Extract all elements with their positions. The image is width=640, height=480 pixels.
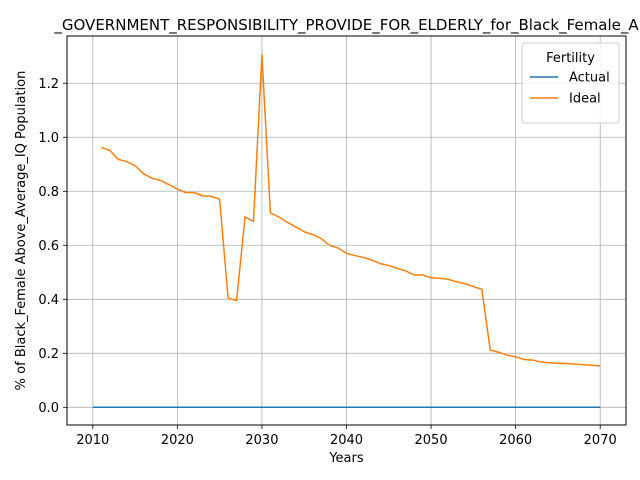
y-tick-label: 0.4 — [38, 293, 59, 308]
legend-box — [521, 42, 620, 124]
x-tick-label: 2070 — [584, 433, 617, 448]
legend-label-ideal: Ideal — [569, 92, 601, 107]
y-axis-label: % of Black_Female Above_Average_IQ Popul… — [14, 71, 29, 391]
x-tick-label: 2020 — [161, 433, 194, 448]
y-tick-label: 1.0 — [38, 131, 59, 146]
y-tick-label: 1.2 — [38, 77, 59, 92]
y-axis-ticks: 0.0 0.2 0.4 0.6 0.8 1.0 1.2 — [38, 77, 67, 416]
series-layer — [92, 54, 601, 409]
y-tick-label: 0.8 — [38, 185, 59, 200]
x-tick-label: 2040 — [330, 433, 363, 448]
legend-title: Fertility — [546, 51, 595, 66]
x-tick-label: 2050 — [415, 433, 448, 448]
x-tick-label: 2010 — [76, 433, 109, 448]
x-axis-ticks: 2010 2020 2030 2040 2050 2060 2070 — [76, 425, 617, 448]
y-tick-label: 0.0 — [38, 401, 59, 416]
series-line-ideal — [101, 54, 601, 367]
x-tick-label: 2060 — [499, 433, 532, 448]
legend: Fertility Actual Ideal — [521, 42, 620, 124]
x-axis-label: Years — [328, 451, 364, 466]
chart-title: _GOVERNMENT_RESPONSIBILITY_PROVIDE_FOR_E… — [53, 16, 639, 35]
legend-items: Actual Ideal — [530, 71, 610, 107]
legend-label-actual: Actual — [569, 71, 610, 86]
y-tick-label: 0.2 — [38, 347, 59, 362]
x-tick-label: 2030 — [245, 433, 278, 448]
y-tick-label: 0.6 — [38, 239, 59, 254]
